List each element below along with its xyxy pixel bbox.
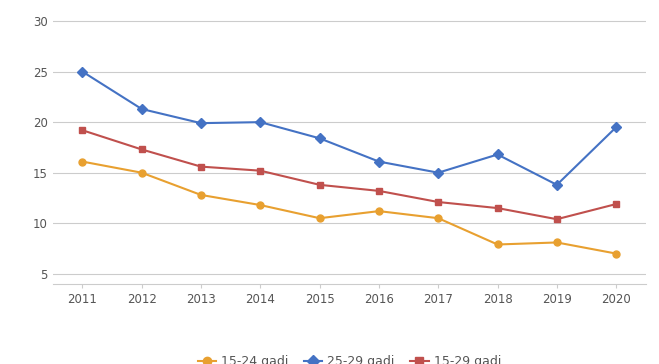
15-24 gadi xyxy=(494,242,501,247)
15-24 gadi xyxy=(612,252,620,256)
25-29 gadi xyxy=(256,120,264,124)
25-29 gadi xyxy=(316,136,324,141)
Line: 25-29 gadi: 25-29 gadi xyxy=(79,68,619,188)
15-29 gadi xyxy=(316,183,324,187)
15-24 gadi xyxy=(553,240,561,245)
15-29 gadi xyxy=(197,165,205,169)
25-29 gadi xyxy=(78,70,86,74)
25-29 gadi xyxy=(375,159,383,164)
15-24 gadi xyxy=(138,170,146,175)
15-29 gadi xyxy=(434,200,442,204)
15-24 gadi xyxy=(78,159,86,164)
25-29 gadi xyxy=(612,125,620,129)
25-29 gadi xyxy=(494,152,501,157)
25-29 gadi xyxy=(434,170,442,175)
15-29 gadi xyxy=(375,189,383,193)
25-29 gadi xyxy=(197,121,205,125)
15-24 gadi xyxy=(434,216,442,220)
25-29 gadi xyxy=(138,107,146,111)
15-24 gadi xyxy=(316,216,324,220)
15-29 gadi xyxy=(494,206,501,210)
15-29 gadi xyxy=(256,169,264,173)
Line: 15-24 gadi: 15-24 gadi xyxy=(79,158,619,257)
15-24 gadi xyxy=(375,209,383,213)
15-29 gadi xyxy=(138,147,146,152)
15-24 gadi xyxy=(256,203,264,207)
Legend: 15-24 gadi, 25-29 gadi, 15-29 gadi: 15-24 gadi, 25-29 gadi, 15-29 gadi xyxy=(192,350,506,364)
Line: 15-29 gadi: 15-29 gadi xyxy=(79,127,619,223)
15-29 gadi xyxy=(78,128,86,132)
15-24 gadi xyxy=(197,193,205,197)
15-29 gadi xyxy=(612,202,620,206)
25-29 gadi xyxy=(553,183,561,187)
15-29 gadi xyxy=(553,217,561,221)
